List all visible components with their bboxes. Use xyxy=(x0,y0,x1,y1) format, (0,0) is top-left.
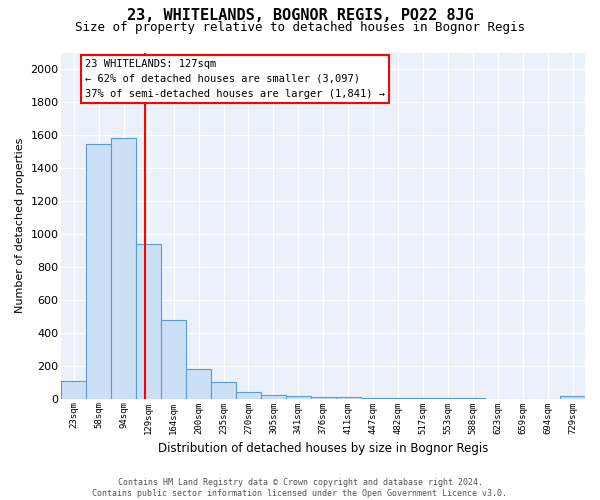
Text: 23 WHITELANDS: 127sqm
← 62% of detached houses are smaller (3,097)
37% of semi-d: 23 WHITELANDS: 127sqm ← 62% of detached … xyxy=(85,59,385,98)
Bar xyxy=(161,320,186,398)
Bar xyxy=(211,382,236,398)
Bar xyxy=(261,394,286,398)
Bar xyxy=(560,396,585,398)
Text: Contains HM Land Registry data © Crown copyright and database right 2024.
Contai: Contains HM Land Registry data © Crown c… xyxy=(92,478,508,498)
Bar xyxy=(86,144,112,399)
Y-axis label: Number of detached properties: Number of detached properties xyxy=(15,138,25,314)
Text: 23, WHITELANDS, BOGNOR REGIS, PO22 8JG: 23, WHITELANDS, BOGNOR REGIS, PO22 8JG xyxy=(127,8,473,22)
Bar xyxy=(136,244,161,398)
Bar xyxy=(286,396,311,398)
Bar xyxy=(236,392,261,398)
Bar xyxy=(311,397,335,398)
Bar xyxy=(61,380,86,398)
Bar xyxy=(186,369,211,398)
Text: Size of property relative to detached houses in Bognor Regis: Size of property relative to detached ho… xyxy=(75,21,525,34)
Bar xyxy=(112,138,136,398)
X-axis label: Distribution of detached houses by size in Bognor Regis: Distribution of detached houses by size … xyxy=(158,442,488,455)
